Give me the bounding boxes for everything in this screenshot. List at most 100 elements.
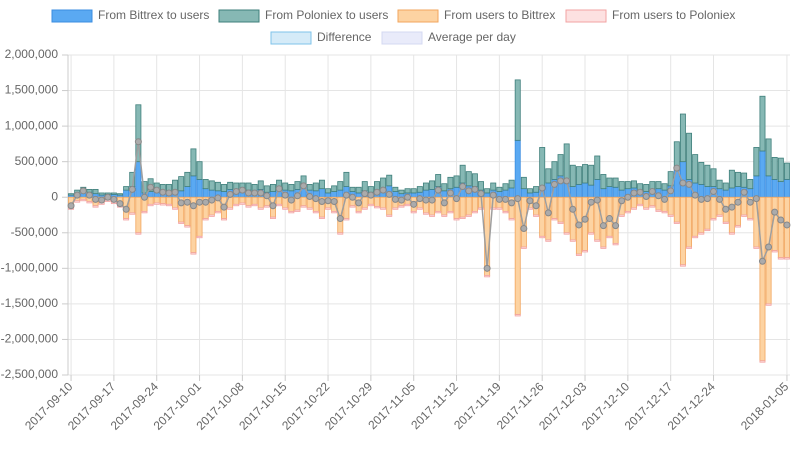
bar: [741, 196, 748, 216]
bar: [655, 209, 662, 212]
bar: [631, 207, 637, 210]
difference-point: [526, 197, 534, 205]
difference-point: [746, 198, 754, 206]
bar: [759, 360, 766, 363]
bar: [741, 214, 748, 217]
bar: [325, 192, 332, 198]
difference-point: [532, 202, 540, 210]
bar: [416, 186, 423, 193]
bar: [514, 139, 521, 198]
bar: [575, 253, 582, 256]
bar: [288, 190, 295, 198]
legend-label: From Poloniex to users: [265, 8, 388, 22]
difference-point: [367, 191, 375, 199]
difference-point: [581, 215, 589, 223]
bar: [471, 173, 478, 187]
difference-point: [79, 187, 87, 195]
difference-point: [385, 190, 393, 198]
bar: [141, 211, 148, 214]
bar: [453, 218, 460, 221]
bar: [710, 218, 717, 221]
bar: [380, 207, 387, 210]
difference-point: [422, 196, 430, 204]
bar: [753, 175, 760, 198]
bar: [692, 235, 699, 239]
x-tick-label: 2018-01-05: [738, 379, 792, 433]
difference-point: [189, 202, 197, 210]
bar: [716, 179, 723, 190]
bar: [367, 203, 374, 207]
bar: [673, 221, 680, 224]
bar: [765, 175, 772, 198]
bar: [245, 205, 252, 208]
bar: [728, 232, 735, 235]
difference-point: [771, 208, 779, 216]
bar: [735, 186, 741, 198]
difference-point: [336, 215, 344, 223]
bar: [484, 192, 491, 198]
bar: [135, 196, 142, 234]
bar: [569, 186, 576, 198]
bar: [282, 196, 289, 209]
bar: [698, 184, 705, 198]
bar: [728, 196, 735, 234]
bar: [600, 174, 607, 190]
difference-point: [67, 202, 75, 210]
bar: [123, 186, 130, 191]
bar: [575, 184, 582, 198]
bar: [533, 186, 540, 193]
bar: [661, 183, 668, 191]
difference-point: [116, 200, 124, 208]
bar: [502, 211, 509, 214]
bar: [600, 188, 607, 198]
bar: [631, 196, 637, 209]
legend-swatch: [381, 31, 423, 45]
bar: [643, 184, 650, 192]
y-tick-label: 2,000,000: [5, 47, 59, 61]
bar: [618, 181, 625, 191]
bar: [147, 203, 154, 207]
bar: [214, 211, 221, 214]
difference-point: [648, 188, 656, 196]
difference-point: [477, 190, 485, 198]
difference-point: [544, 209, 552, 217]
bar: [520, 246, 527, 249]
difference-point: [410, 200, 418, 208]
bar: [465, 214, 472, 217]
difference-point: [758, 257, 766, 265]
difference-point: [722, 205, 730, 213]
bar: [318, 179, 325, 190]
difference-point: [98, 196, 106, 204]
bar: [679, 196, 686, 266]
difference-point: [140, 193, 148, 201]
bar: [276, 196, 283, 205]
bar: [520, 176, 527, 190]
bar: [331, 191, 338, 198]
difference-point: [397, 196, 405, 204]
difference-point: [92, 195, 100, 203]
bar: [710, 196, 717, 219]
difference-point: [202, 198, 210, 206]
bar: [539, 235, 546, 239]
bar: [135, 232, 142, 235]
bar: [245, 196, 252, 207]
difference-point: [404, 193, 412, 201]
bar: [551, 218, 558, 221]
bar: [575, 166, 582, 185]
bar: [716, 214, 723, 217]
bar: [184, 171, 191, 187]
bar: [582, 196, 588, 251]
difference-point: [654, 192, 662, 200]
difference-point: [703, 195, 711, 203]
bar: [539, 147, 546, 187]
bar: [490, 182, 497, 191]
bar: [196, 235, 203, 239]
bar: [92, 188, 99, 195]
bar: [245, 182, 252, 191]
bar: [496, 186, 503, 192]
difference-point: [263, 192, 271, 200]
bar: [735, 171, 741, 187]
difference-point: [177, 199, 185, 207]
y-tick-label: -2,000,000: [1, 332, 59, 346]
difference-point: [128, 185, 136, 193]
